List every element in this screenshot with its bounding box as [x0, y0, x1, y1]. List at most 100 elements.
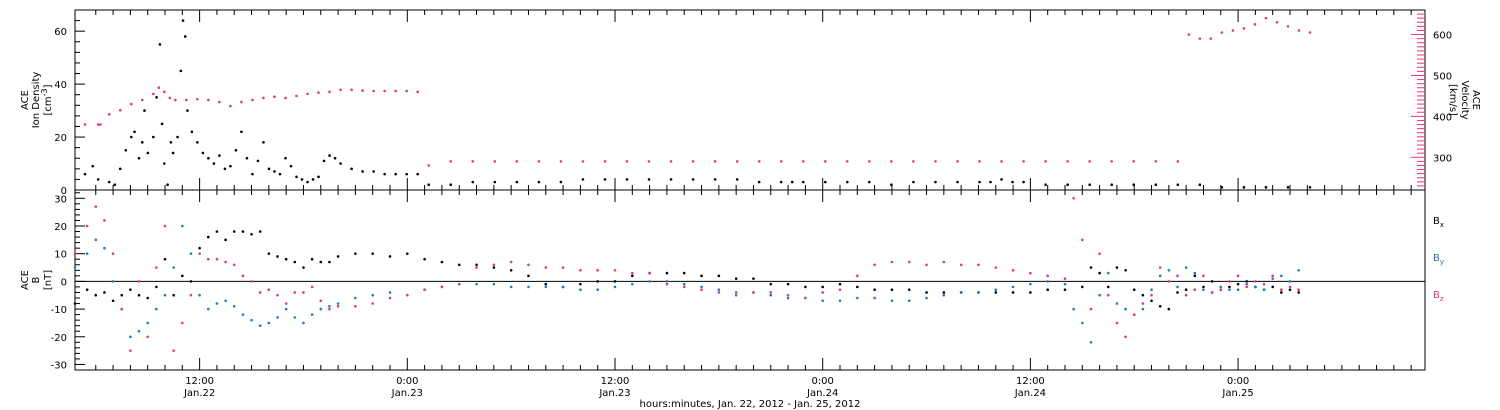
density-point: [625, 178, 629, 181]
field-by-point: [700, 285, 703, 289]
field-by-point: [821, 299, 824, 303]
field-by-point: [1262, 288, 1266, 291]
field-bz-point: [1184, 293, 1188, 297]
density-point: [152, 135, 155, 139]
velocity-point: [449, 160, 453, 163]
density-point: [218, 154, 221, 157]
field-bz-point: [613, 269, 617, 272]
field-bz-point: [561, 266, 565, 269]
density-point: [163, 162, 166, 165]
field-bz-point: [821, 291, 824, 294]
field-by-point: [1011, 285, 1015, 289]
density-unit-exponent: -3: [40, 88, 49, 96]
field-by-point: [527, 285, 530, 289]
field-bx-point: [786, 282, 790, 286]
field-by-point: [198, 293, 201, 297]
field-bx-point: [284, 257, 288, 261]
field-bx-point: [155, 285, 158, 289]
field-by-point: [1254, 285, 1257, 289]
density-title-line3: [cm-3]: [40, 84, 54, 115]
density-point: [245, 156, 249, 160]
velocity-point: [1000, 160, 1003, 163]
velocity-point: [912, 160, 915, 163]
density-point: [166, 183, 169, 187]
density-point: [361, 170, 364, 173]
field-bx-point: [129, 288, 132, 291]
field-bz-point: [241, 274, 245, 278]
density-point: [196, 141, 199, 144]
density-point: [328, 154, 331, 157]
field-tick-label: 20: [54, 222, 67, 233]
x-tick-date-label: Jan.23: [598, 388, 630, 399]
density-point: [350, 167, 353, 171]
field-bx-point: [631, 274, 634, 278]
density-point: [186, 109, 189, 112]
field-by-point: [319, 307, 323, 311]
field-bz-point: [804, 296, 807, 300]
field-legend: Bx By Bz: [1433, 216, 1444, 303]
x-tick-time-label: 12:00: [1016, 376, 1045, 387]
density-point: [1264, 186, 1268, 189]
legend-bx-name: B: [1433, 216, 1440, 227]
velocity-point: [515, 160, 519, 163]
field-bz-point: [475, 266, 478, 269]
density-point: [405, 172, 408, 176]
field-bx-point: [544, 282, 548, 286]
field-bz-point: [137, 280, 141, 283]
density-tick-label: 20: [54, 133, 67, 144]
field-bz-point: [73, 252, 77, 255]
field-bz-point: [328, 307, 331, 311]
field-bx-point: [388, 255, 392, 258]
field-bx-point: [665, 271, 669, 275]
density-tick-label: 60: [54, 27, 67, 38]
density-point: [559, 180, 563, 184]
field-bx-point: [224, 238, 227, 242]
field-bz-point: [1072, 197, 1075, 200]
field-bz-point: [1202, 274, 1205, 278]
velocity-tick-label: 300: [1433, 153, 1452, 164]
velocity-point: [890, 160, 893, 163]
field-bz-point: [250, 280, 253, 283]
velocity-point: [383, 89, 386, 93]
field-by-point: [1280, 274, 1283, 278]
field-bz-point: [907, 260, 911, 264]
field-by-point: [1219, 285, 1223, 289]
field-bx-point: [267, 252, 271, 255]
x-axis-ticks: 12:00Jan.220:00Jan.2312:00Jan.230:00Jan.…: [95, 10, 1412, 399]
field-bz-point: [423, 288, 426, 291]
velocity-point: [1297, 29, 1301, 32]
density-point: [1308, 186, 1312, 189]
density-point: [846, 180, 849, 184]
field-by-point: [977, 291, 980, 294]
field-bx-point: [73, 302, 77, 305]
velocity-point: [416, 90, 419, 94]
velocity-point: [1286, 25, 1290, 28]
field-bx-point: [1081, 285, 1084, 289]
field-bx-point: [276, 255, 279, 258]
velocity-tick-label: 400: [1433, 112, 1452, 123]
legend-bz-sub: z: [1440, 295, 1444, 303]
field-bz-point: [579, 269, 582, 272]
velocity-point: [405, 89, 408, 93]
field-bx-point: [717, 274, 721, 278]
density-point: [176, 135, 179, 139]
velocity-axis-title: ACE Velocity [km/s]: [1447, 80, 1481, 119]
field-bz-point: [977, 263, 980, 267]
density-point: [1066, 183, 1069, 187]
density-point: [83, 172, 87, 176]
velocity-point: [1110, 160, 1114, 163]
field-bx-point: [103, 291, 106, 294]
field-bz-point: [1029, 271, 1032, 275]
field-bx-point: [1193, 274, 1197, 278]
density-axis-title: ACE Ion Density [cm-3]: [20, 72, 54, 129]
field-by-point: [241, 313, 245, 316]
velocity-point: [262, 96, 265, 100]
field-by-point: [838, 299, 842, 303]
velocity-point: [1253, 23, 1257, 26]
velocity-point: [713, 160, 717, 163]
field-bz-point: [1115, 321, 1119, 325]
field-bz-point: [1098, 252, 1101, 255]
field-bz-point: [198, 252, 201, 255]
field-bz-point: [232, 263, 236, 267]
